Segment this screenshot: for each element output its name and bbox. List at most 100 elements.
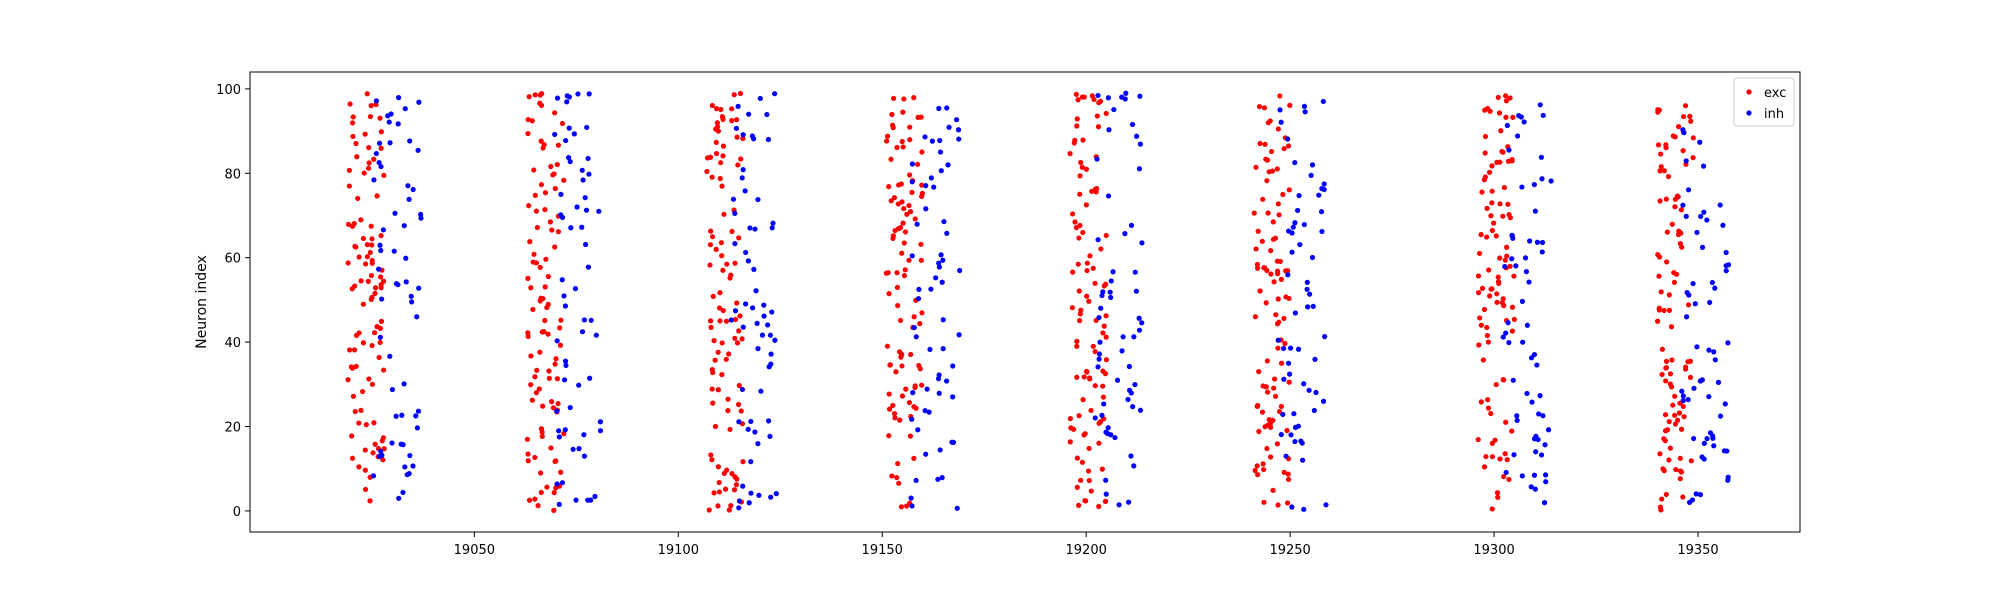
exc-spike-point xyxy=(1487,108,1493,114)
exc-spike-point xyxy=(1081,94,1087,100)
exc-spike-point xyxy=(533,260,540,266)
exc-spike-point xyxy=(351,347,358,353)
inh-spike-point xyxy=(927,346,933,353)
exc-spike-point xyxy=(538,470,544,476)
exc-spike-point xyxy=(1495,494,1501,500)
exc-spike-point xyxy=(531,167,537,173)
exc-spike-point xyxy=(1672,134,1678,140)
exc-spike-point xyxy=(718,240,724,246)
inh-spike-point xyxy=(735,103,741,109)
exc-spike-point xyxy=(345,221,352,227)
exc-spike-point xyxy=(1668,384,1675,390)
exc-spike-point xyxy=(1275,126,1281,132)
inh-spike-point xyxy=(393,281,400,287)
inh-spike-point xyxy=(562,358,569,364)
exc-spike-point xyxy=(1088,488,1094,494)
inh-spike-point xyxy=(1112,434,1118,441)
exc-spike-point xyxy=(356,254,362,260)
inh-spike-point xyxy=(1128,453,1134,459)
exc-spike-point xyxy=(1681,414,1687,420)
inh-spike-point xyxy=(554,481,560,487)
exc-spike-point xyxy=(353,332,360,338)
exc-spike-point xyxy=(1285,476,1292,483)
inh-spike-point xyxy=(574,204,580,210)
inh-spike-point xyxy=(751,266,757,272)
inh-spike-point xyxy=(1119,348,1125,354)
exc-spike-point xyxy=(552,185,558,192)
exc-spike-point xyxy=(1074,343,1080,349)
exc-spike-point xyxy=(1084,293,1090,299)
inh-spike-point xyxy=(728,317,734,323)
inh-spike-point xyxy=(385,113,391,119)
exc-spike-point xyxy=(1080,137,1086,143)
inh-spike-point xyxy=(585,264,592,270)
exc-spike-point xyxy=(1284,500,1291,506)
inh-spike-point xyxy=(1137,93,1143,99)
exc-spike-point xyxy=(718,160,724,166)
exc-spike-point xyxy=(734,340,741,346)
exc-spike-point xyxy=(904,503,910,509)
exc-spike-point xyxy=(1667,371,1674,377)
inh-spike-point xyxy=(1316,192,1322,198)
exc-spike-point xyxy=(532,92,538,98)
inh-spike-point xyxy=(581,453,588,459)
exc-spike-point xyxy=(1476,342,1482,348)
exc-spike-point xyxy=(1497,456,1503,462)
exc-spike-point xyxy=(1504,457,1510,463)
exc-spike-point xyxy=(360,235,367,242)
inh-spike-point xyxy=(1275,337,1281,343)
exc-spike-point xyxy=(900,109,906,115)
inh-spike-point xyxy=(957,267,963,274)
exc-spike-point xyxy=(1256,368,1262,375)
inh-spike-point xyxy=(1700,163,1707,169)
inh-spike-point xyxy=(1539,239,1546,246)
inh-spike-point xyxy=(928,175,934,181)
exc-spike-point xyxy=(1102,498,1109,504)
y-tick-label: 0 xyxy=(233,505,241,520)
exc-spike-point xyxy=(1506,476,1512,483)
inh-spike-point xyxy=(399,412,405,418)
inh-spike-point xyxy=(937,447,943,453)
exc-spike-point xyxy=(906,202,912,209)
exc-spike-point xyxy=(1101,323,1107,329)
exc-spike-point xyxy=(1493,233,1499,239)
exc-spike-point xyxy=(709,102,715,109)
legend-label-inh: inh xyxy=(1764,107,1784,122)
inh-spike-point xyxy=(1527,238,1533,244)
exc-spike-point xyxy=(546,368,552,374)
exc-spike-point xyxy=(377,339,383,346)
exc-spike-point xyxy=(1496,280,1502,287)
inh-spike-point xyxy=(923,206,929,212)
inh-spike-point xyxy=(1278,119,1284,125)
inh-spike-point xyxy=(1289,230,1295,236)
exc-spike-point xyxy=(888,156,894,162)
exc-spike-point xyxy=(1670,402,1676,408)
inh-spike-point xyxy=(1545,427,1552,433)
exc-spike-point xyxy=(553,356,559,362)
exc-spike-point xyxy=(1281,469,1287,475)
exc-spike-point xyxy=(907,209,914,215)
exc-spike-point xyxy=(1478,231,1484,238)
exc-spike-point xyxy=(1489,188,1495,194)
exc-spike-point xyxy=(1668,324,1675,330)
inh-spike-point xyxy=(371,177,377,183)
exc-spike-point xyxy=(1277,93,1283,99)
inh-spike-point xyxy=(1519,298,1526,304)
inh-spike-point xyxy=(1108,432,1114,438)
inh-spike-point xyxy=(1136,166,1143,172)
exc-spike-point xyxy=(1655,252,1661,258)
exc-spike-point xyxy=(1094,113,1100,119)
inh-spike-point xyxy=(1540,413,1546,419)
exc-spike-point xyxy=(714,124,721,130)
exc-spike-point xyxy=(720,143,727,149)
exc-spike-point xyxy=(716,489,723,495)
exc-spike-point xyxy=(1252,467,1258,474)
inh-spike-point xyxy=(592,493,598,500)
exc-spike-point xyxy=(1657,168,1663,174)
exc-spike-point xyxy=(1485,397,1491,403)
inh-spike-point xyxy=(911,324,917,331)
exc-spike-point xyxy=(1262,141,1268,147)
exc-spike-point xyxy=(715,349,721,355)
exc-spike-point xyxy=(1262,424,1268,430)
exc-spike-point xyxy=(551,490,557,496)
